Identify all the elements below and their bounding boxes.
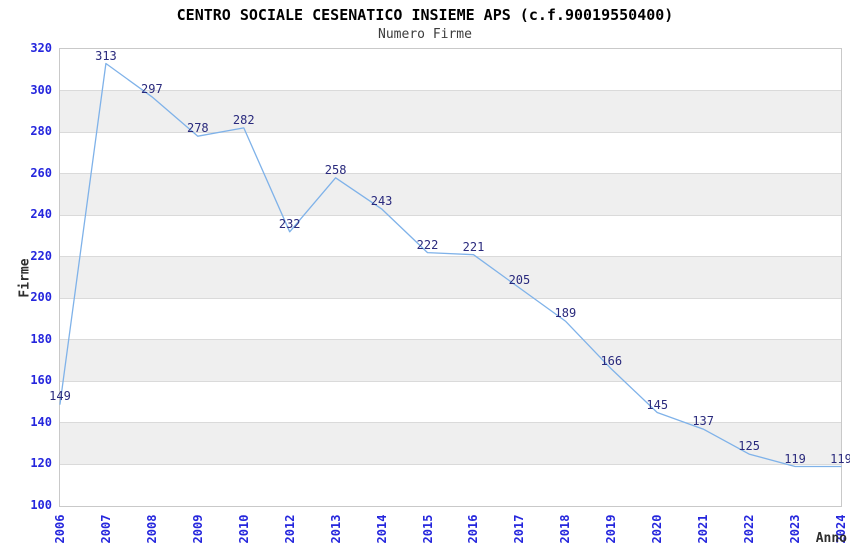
- data-label: 137: [692, 414, 715, 429]
- plot-band: [60, 256, 841, 299]
- data-label: 189: [554, 306, 577, 321]
- data-label: 222: [416, 237, 439, 252]
- x-tick-label: 2012: [282, 514, 297, 544]
- data-label: 145: [646, 397, 669, 412]
- plot-band: [60, 298, 841, 340]
- y-tick-label: 300: [30, 82, 52, 97]
- x-tick-label: 2009: [190, 514, 205, 544]
- gridline: [60, 463, 841, 465]
- y-tick-label: 180: [30, 331, 52, 346]
- data-label: 278: [186, 121, 209, 136]
- x-tick-label: 2015: [420, 514, 435, 544]
- x-tick-label: 2013: [328, 514, 343, 544]
- x-tick-label: 2021: [696, 514, 711, 544]
- gridline: [60, 131, 841, 133]
- x-tick-label: 2007: [98, 514, 113, 544]
- y-tick-label: 320: [30, 41, 52, 55]
- gridline: [60, 380, 841, 382]
- data-label: 221: [462, 239, 485, 254]
- y-tick-label: 280: [30, 124, 52, 139]
- data-label: 297: [141, 81, 163, 96]
- plot-band: [60, 215, 841, 257]
- plot-band: [60, 132, 841, 174]
- x-tick-label: 2020: [650, 514, 665, 544]
- line-series-svg: [59, 62, 842, 468]
- data-label: 119: [784, 451, 806, 466]
- gridline: [60, 339, 841, 341]
- x-tick-label: 2023: [788, 514, 803, 544]
- gridline: [60, 256, 841, 258]
- y-tick-label: 260: [30, 165, 52, 180]
- gridline: [60, 297, 841, 299]
- plot-band: [60, 464, 841, 506]
- data-label: 205: [508, 272, 531, 287]
- y-axis-title: Firme: [17, 258, 33, 298]
- plot-band: [60, 339, 841, 382]
- data-label: 232: [278, 216, 301, 231]
- gridline: [60, 173, 841, 175]
- y-tick-label: 240: [30, 207, 52, 222]
- gridline: [60, 214, 841, 216]
- x-tick-label: 2016: [466, 514, 481, 544]
- x-tick-label: 2006: [53, 514, 67, 544]
- plot-band: [60, 90, 841, 133]
- series-polyline: [59, 62, 842, 468]
- data-label: 166: [600, 353, 623, 368]
- y-tick-label: 160: [30, 373, 52, 388]
- data-label: 282: [232, 112, 255, 127]
- x-tick-label: 2014: [374, 514, 389, 544]
- x-axis-title: Anno: [815, 531, 847, 546]
- chart-subtitle: Numero Firme: [378, 27, 472, 42]
- x-tick-label: 2008: [144, 514, 159, 544]
- y-tick-label: 100: [30, 498, 52, 512]
- data-label: 125: [738, 439, 760, 454]
- plot-band: [60, 422, 841, 465]
- x-tick-label: 2010: [236, 514, 251, 544]
- y-tick-label: 140: [30, 414, 52, 429]
- x-tick-label: 2017: [512, 514, 527, 544]
- y-tick-label: 220: [30, 248, 52, 263]
- y-tick-label: 120: [30, 456, 52, 471]
- data-label: 119: [830, 451, 850, 466]
- x-tick-label: 2018: [558, 514, 573, 544]
- plot-area: [59, 48, 842, 507]
- data-label: 149: [49, 389, 71, 404]
- chart-title: CENTRO SOCIALE CESENATICO INSIEME APS (c…: [176, 6, 674, 24]
- data-label: 313: [95, 48, 117, 63]
- plot-band: [60, 49, 841, 91]
- plot-band: [60, 381, 841, 423]
- data-label: 243: [370, 193, 393, 208]
- plot-band: [60, 173, 841, 216]
- data-label: 258: [324, 162, 347, 177]
- gridline: [60, 422, 841, 424]
- x-tick-label: 2022: [742, 514, 757, 544]
- y-tick-label: 200: [30, 290, 52, 305]
- x-tick-label: 2019: [604, 514, 619, 544]
- gridline: [60, 90, 841, 92]
